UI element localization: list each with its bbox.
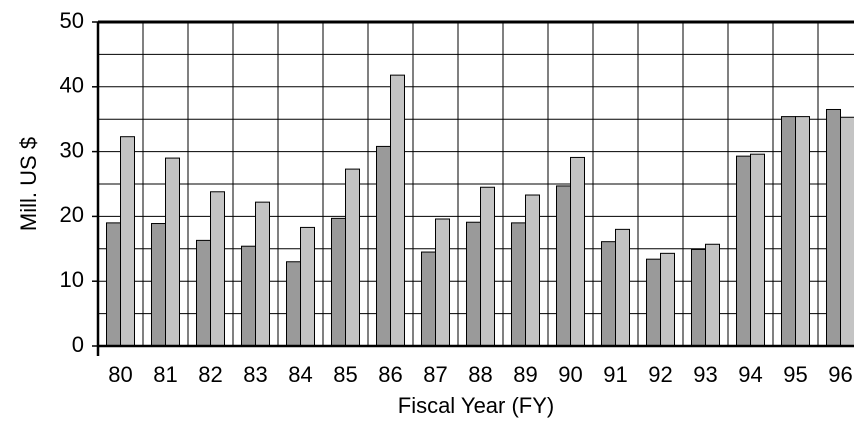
bar: [691, 248, 706, 347]
x-tick-label: 94: [738, 362, 762, 387]
x-tick-label: 96: [828, 362, 852, 387]
x-tick-label: 87: [423, 362, 447, 387]
bar: [331, 217, 346, 347]
y-tick-label: 50: [60, 8, 84, 33]
bar: [646, 258, 661, 347]
y-tick-label: 40: [60, 73, 84, 98]
bar: [781, 116, 796, 347]
x-tick-label: 82: [198, 362, 222, 387]
x-tick-label: 84: [288, 362, 312, 387]
x-tick-label: 95: [783, 362, 807, 387]
bar: [556, 185, 571, 347]
bar: [525, 194, 540, 347]
x-tick-label: 86: [378, 362, 402, 387]
bar: [210, 191, 225, 347]
bar: [480, 186, 495, 347]
x-tick-label: 93: [693, 362, 717, 387]
y-tick-label: 10: [60, 267, 84, 292]
bar: [165, 157, 180, 347]
bar: [196, 239, 211, 347]
x-tick-label: 85: [333, 362, 357, 387]
bar: [106, 222, 121, 347]
plot: [98, 21, 854, 347]
x-tick-label: 88: [468, 362, 492, 387]
bar: [736, 155, 751, 347]
bar: [795, 116, 810, 347]
bar: [826, 108, 841, 347]
bar: [511, 222, 526, 347]
x-tick-label: 89: [513, 362, 537, 387]
bar: [376, 145, 391, 347]
bar: [345, 168, 360, 347]
bar: [705, 243, 720, 347]
bar: [151, 223, 166, 347]
bar: [840, 116, 854, 347]
bar: [750, 153, 765, 347]
x-tick-label: 81: [153, 362, 177, 387]
x-tick-label: 91: [603, 362, 627, 387]
bar: [615, 228, 630, 347]
bar: [421, 251, 436, 347]
bar: [241, 245, 256, 347]
x-axis-label: Fiscal Year (FY): [398, 393, 555, 418]
bar: [120, 136, 135, 347]
bar: [601, 241, 616, 347]
y-tick-label: 0: [72, 332, 84, 357]
bar: [570, 156, 585, 347]
bar: [466, 221, 481, 347]
y-tick-label: 30: [60, 137, 84, 162]
bar: [390, 74, 405, 347]
x-tick-label: 80: [108, 362, 132, 387]
bar: [660, 252, 675, 347]
x-tick-label: 90: [558, 362, 582, 387]
bar: [435, 218, 450, 347]
bar: [255, 201, 270, 347]
bar: [286, 261, 301, 347]
x-tick-label: 83: [243, 362, 267, 387]
y-tick-label: 20: [60, 202, 84, 227]
y-axis-label: Mill. US $: [16, 137, 41, 231]
x-tick-label: 92: [648, 362, 672, 387]
bar: [300, 226, 315, 347]
